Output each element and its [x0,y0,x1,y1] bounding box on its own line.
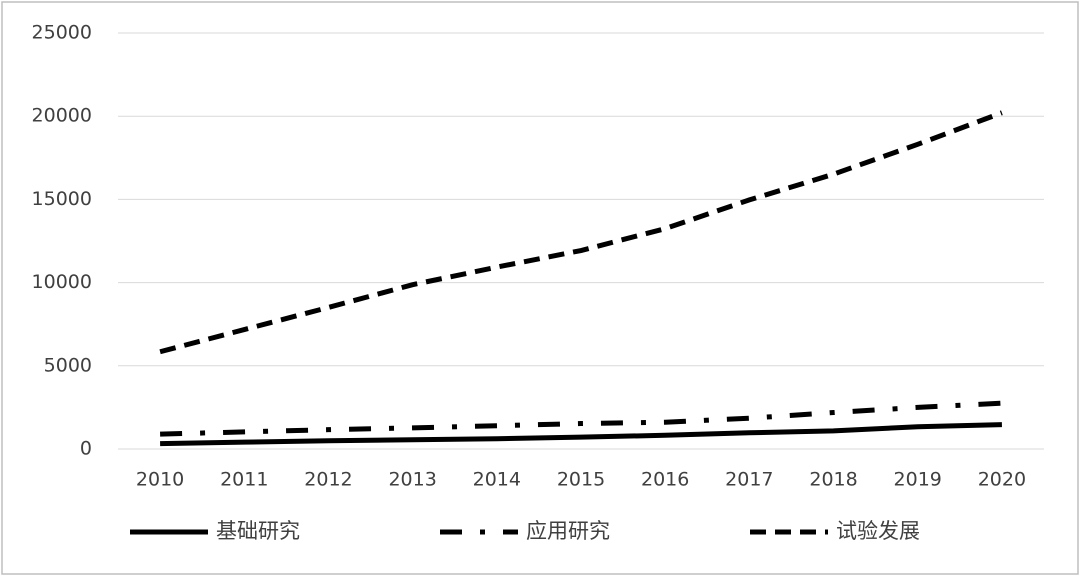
legend-label: 基础研究 [216,519,300,543]
x-tick-label: 2012 [304,469,352,491]
y-tick-label: 20000 [32,105,92,127]
y-tick-label: 5000 [44,354,92,376]
y-tick-label: 10000 [32,271,92,293]
x-tick-label: 2018 [809,469,857,491]
series-line [160,400,1003,437]
x-tick-label: 2010 [136,469,184,491]
x-tick-label: 2016 [641,469,689,491]
x-tick-label: 2017 [725,469,773,491]
series-line [159,110,1003,355]
y-tick-label: 0 [80,438,92,460]
y-tick-label: 25000 [32,22,92,44]
y-tick-label: 15000 [32,188,92,210]
legend-label: 试验发展 [836,519,920,543]
x-tick-label: 2015 [557,469,605,491]
x-tick-label: 2011 [220,469,268,491]
legend-label: 应用研究 [526,519,610,543]
x-tick-label: 2019 [894,469,942,491]
series-line [160,422,1002,447]
x-tick-label: 2014 [473,469,521,491]
x-tick-label: 2013 [388,469,436,491]
x-tick-label: 2020 [978,469,1026,491]
